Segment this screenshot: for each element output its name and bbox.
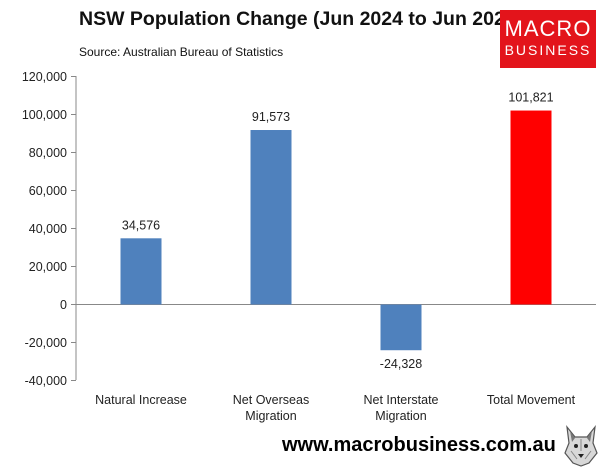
data-label: 91,573 bbox=[252, 110, 290, 124]
x-tick-label: Net Interstate bbox=[363, 393, 438, 407]
y-tick-label: 100,000 bbox=[22, 108, 67, 122]
data-label: 34,576 bbox=[122, 218, 160, 232]
y-tick-label: 80,000 bbox=[29, 146, 67, 160]
wolf-logo-icon bbox=[564, 424, 598, 467]
y-tick-label: 0 bbox=[60, 298, 67, 312]
logo-line-2: BUSINESS bbox=[504, 42, 592, 58]
website-url: www.macrobusiness.com.au bbox=[282, 434, 556, 456]
chart-title: NSW Population Change (Jun 2024 to Jun 2… bbox=[79, 8, 523, 30]
x-tick-label: Migration bbox=[245, 409, 296, 423]
y-tick-label: 120,000 bbox=[22, 70, 67, 84]
x-tick-label: Net Overseas bbox=[233, 393, 309, 407]
y-tick-label: -40,000 bbox=[25, 374, 67, 388]
bar bbox=[510, 110, 552, 305]
x-tick-label: Migration bbox=[375, 409, 426, 423]
y-tick-label: 60,000 bbox=[29, 184, 67, 198]
y-tick-label: -20,000 bbox=[25, 336, 67, 350]
bar bbox=[250, 130, 292, 305]
x-tick-label: Natural Increase bbox=[95, 393, 187, 407]
logo-line-1: MACRO bbox=[504, 16, 592, 41]
bar bbox=[380, 304, 422, 351]
x-tick-label: Total Movement bbox=[487, 393, 576, 407]
macrobusiness-logo: MACRO BUSINESS bbox=[500, 10, 596, 68]
data-label: 101,821 bbox=[508, 91, 553, 105]
y-tick-label: 20,000 bbox=[29, 260, 67, 274]
y-tick-label: 40,000 bbox=[29, 222, 67, 236]
chart-source: Source: Australian Bureau of Statistics bbox=[79, 45, 284, 59]
bar bbox=[120, 238, 162, 305]
data-label: -24,328 bbox=[380, 357, 422, 371]
